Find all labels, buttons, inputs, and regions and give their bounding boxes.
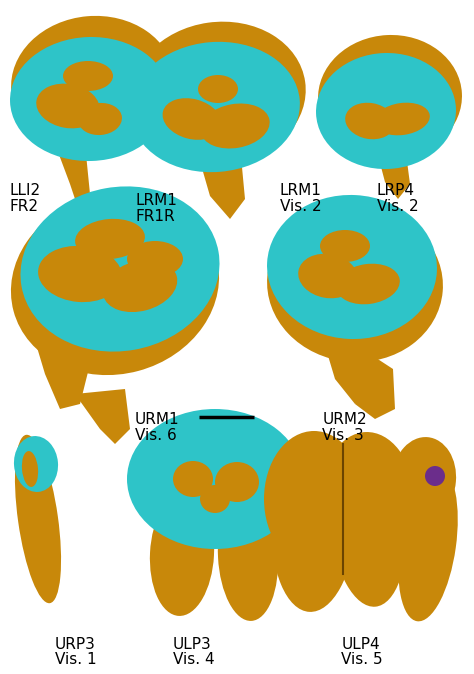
Ellipse shape (272, 436, 356, 612)
Ellipse shape (163, 98, 221, 140)
Polygon shape (30, 319, 90, 409)
Ellipse shape (345, 102, 395, 140)
Ellipse shape (22, 451, 38, 487)
Ellipse shape (329, 437, 407, 607)
Text: Vis. 2: Vis. 2 (377, 199, 419, 214)
Polygon shape (375, 144, 410, 199)
Ellipse shape (267, 195, 437, 339)
Polygon shape (195, 144, 245, 219)
Ellipse shape (130, 22, 306, 166)
Ellipse shape (425, 466, 445, 486)
Text: FR2: FR2 (9, 199, 38, 214)
Ellipse shape (201, 104, 270, 148)
Ellipse shape (392, 437, 456, 521)
Ellipse shape (11, 16, 175, 152)
Text: Vis. 1: Vis. 1 (55, 652, 96, 667)
Text: LRP4: LRP4 (377, 183, 415, 198)
Text: Vis. 5: Vis. 5 (341, 652, 383, 667)
Ellipse shape (75, 219, 145, 259)
Polygon shape (320, 329, 370, 404)
Ellipse shape (218, 491, 278, 621)
Ellipse shape (198, 75, 238, 103)
Ellipse shape (264, 431, 364, 567)
Text: Vis. 6: Vis. 6 (135, 428, 177, 443)
Ellipse shape (130, 42, 300, 172)
Polygon shape (75, 389, 130, 444)
Text: ULP3: ULP3 (173, 637, 212, 652)
Ellipse shape (322, 432, 414, 562)
Ellipse shape (20, 187, 219, 352)
Ellipse shape (318, 35, 462, 159)
Text: LLI2: LLI2 (9, 183, 41, 198)
Ellipse shape (150, 492, 214, 616)
Ellipse shape (103, 260, 177, 312)
Ellipse shape (173, 461, 213, 497)
Text: LRM1: LRM1 (135, 193, 177, 208)
Ellipse shape (215, 462, 259, 502)
Text: URM1: URM1 (135, 412, 180, 427)
Polygon shape (55, 144, 90, 214)
Text: FR1R: FR1R (135, 209, 175, 224)
Ellipse shape (320, 230, 370, 262)
Ellipse shape (316, 53, 456, 169)
Ellipse shape (36, 84, 100, 128)
Ellipse shape (398, 466, 458, 621)
Text: Vis. 4: Vis. 4 (173, 652, 215, 667)
Text: URP3: URP3 (55, 637, 95, 652)
Ellipse shape (10, 37, 170, 161)
Ellipse shape (15, 435, 61, 603)
Ellipse shape (78, 103, 122, 135)
Text: ULP4: ULP4 (341, 637, 380, 652)
Text: Vis. 3: Vis. 3 (322, 428, 364, 443)
Ellipse shape (298, 253, 358, 299)
Ellipse shape (127, 241, 183, 277)
Text: Vis. 2: Vis. 2 (280, 199, 321, 214)
Ellipse shape (336, 264, 400, 304)
Ellipse shape (63, 61, 113, 91)
Polygon shape (355, 354, 395, 419)
Text: URM2: URM2 (322, 412, 367, 427)
Ellipse shape (38, 246, 122, 302)
Ellipse shape (11, 193, 219, 375)
Text: LRM1: LRM1 (280, 183, 321, 198)
Ellipse shape (374, 102, 430, 135)
Ellipse shape (267, 206, 443, 362)
Ellipse shape (200, 485, 230, 513)
Ellipse shape (14, 436, 58, 492)
Ellipse shape (127, 409, 303, 549)
